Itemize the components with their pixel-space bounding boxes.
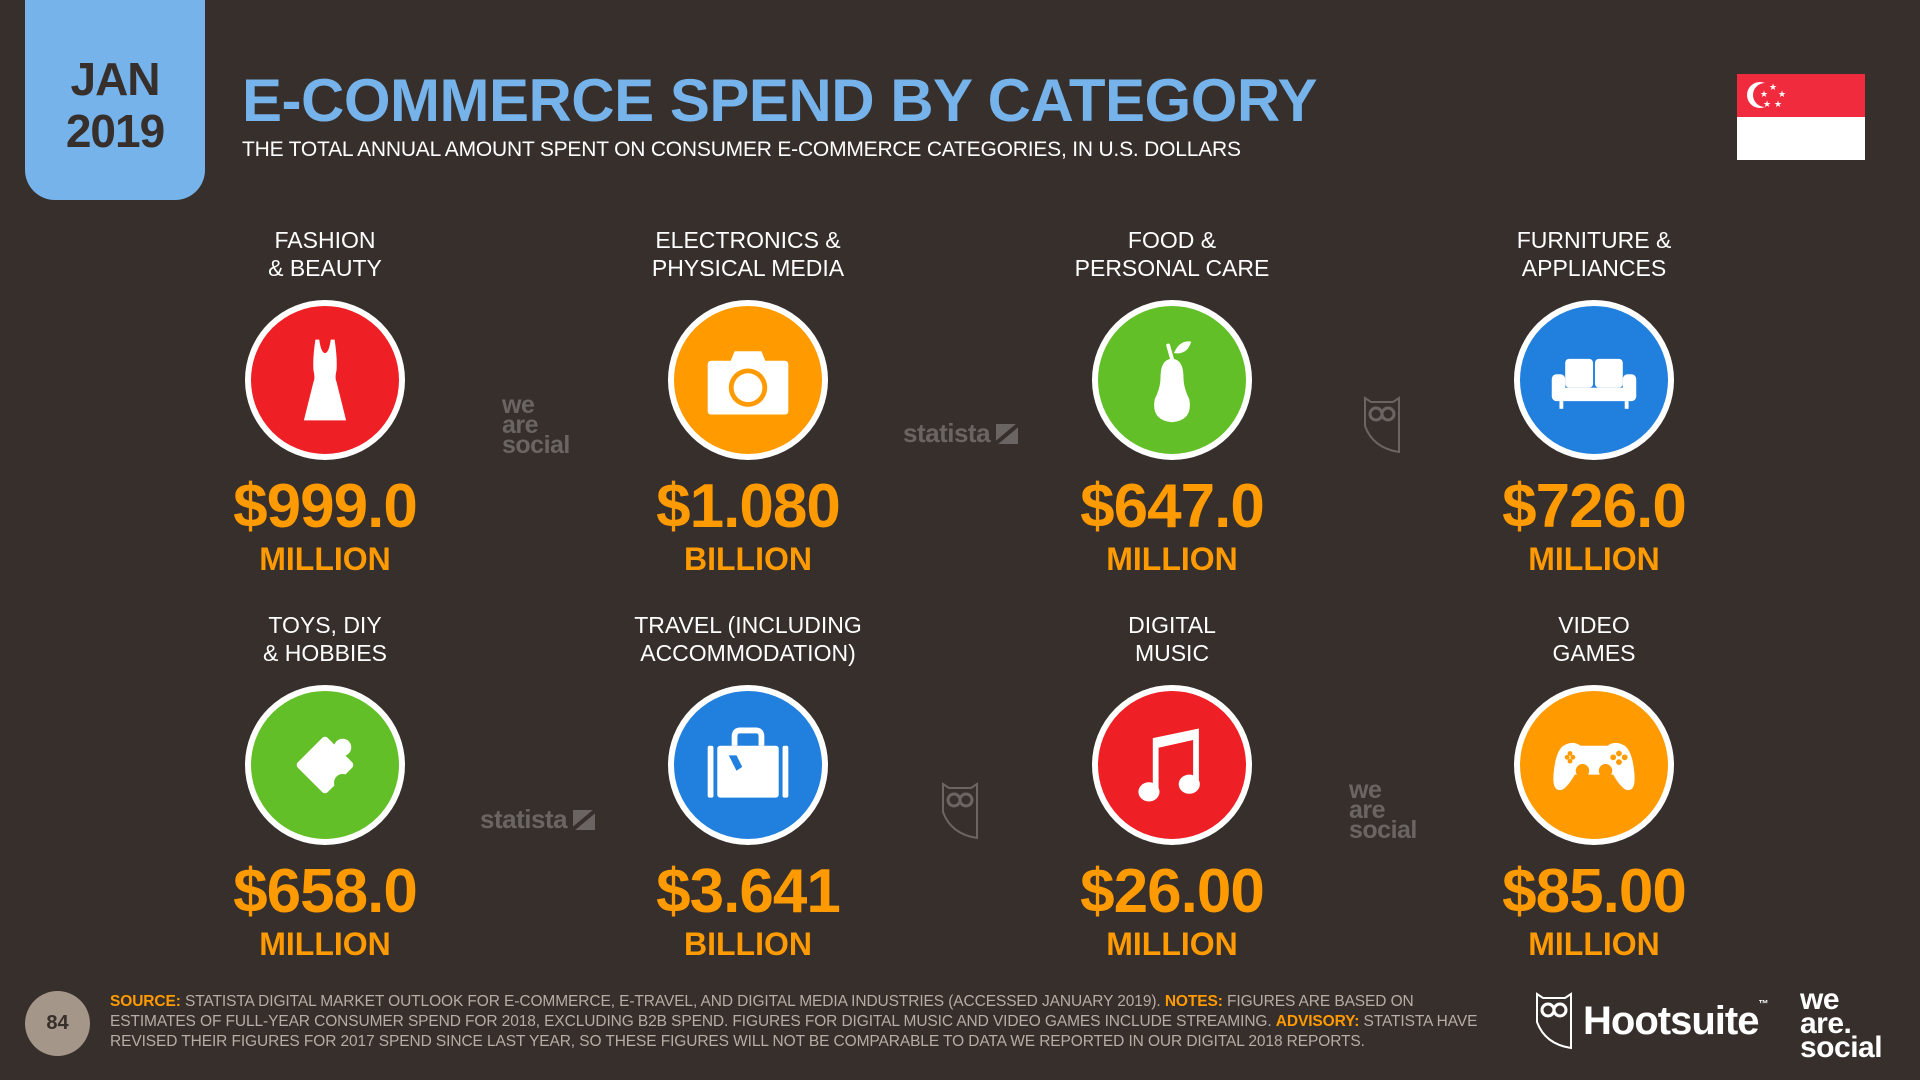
category-unit: MILLION: [1106, 926, 1238, 962]
category-furniture-appliances: FURNITURE & APPLIANCES $726.0 MILLION: [1394, 226, 1794, 576]
category-digital-music: DIGITAL MUSIC $26.00 MILLION: [972, 611, 1372, 961]
page-number: 84: [25, 991, 90, 1056]
category-toys-diy-hobbies: TOYS, DIY & HOBBIES $658.0 MILLION: [125, 611, 525, 961]
category-label: VIDEO GAMES: [1552, 612, 1636, 666]
category-unit: MILLION: [259, 926, 391, 962]
category-value: $85.00: [1502, 857, 1687, 926]
category-label: DIGITAL MUSIC: [1128, 612, 1216, 666]
category-video-games: VIDEO GAMES $85.00 MILLION: [1394, 611, 1794, 961]
suitcase-icon: [668, 685, 828, 845]
category-electronics: ELECTRONICS & PHYSICAL MEDIA $1.080 BILLI…: [548, 226, 948, 576]
singapore-flag-icon: ★ ★ ★ ★ ★: [1737, 74, 1865, 160]
page-title: E-COMMERCE SPEND BY CATEGORY: [242, 67, 1318, 134]
category-travel: TRAVEL (INCLUDING ACCOMMODATION) $3.641 B…: [548, 611, 948, 961]
category-food-personal-care: FOOD & PERSONAL CARE $647.0 MILLION: [972, 226, 1372, 576]
hootsuite-logo: Hootsuite™: [1535, 992, 1768, 1050]
category-label: FURNITURE & APPLIANCES: [1516, 227, 1672, 281]
dress-icon: [245, 300, 405, 460]
music-note-icon: [1092, 685, 1252, 845]
gamepad-icon: [1514, 685, 1674, 845]
we-are-social-watermark: we are social: [502, 391, 570, 459]
puzzle-piece-icon: [245, 685, 405, 845]
hootsuite-owl-watermark-icon: [942, 782, 978, 840]
svg-text:★: ★: [1763, 100, 1771, 110]
category-label: FASHION & BEAUTY: [268, 227, 382, 281]
category-label: ELECTRONICS & PHYSICAL MEDIA: [651, 227, 845, 281]
pear-icon: [1092, 300, 1252, 460]
camera-icon: [668, 300, 828, 460]
statista-logo-icon: [573, 809, 596, 830]
statista-watermark: statista: [480, 804, 596, 835]
we-are-social-watermark: we are social: [1349, 776, 1417, 844]
sofa-icon: [1514, 300, 1674, 460]
svg-text:★: ★: [1769, 83, 1777, 93]
statista-logo-icon: [996, 423, 1019, 444]
category-unit: MILLION: [1528, 541, 1660, 577]
category-value: $1.080: [656, 472, 841, 541]
category-label: FOOD & PERSONAL CARE: [1074, 227, 1270, 281]
badge-month: JAN: [70, 53, 160, 105]
category-unit: MILLION: [1528, 926, 1660, 962]
svg-text:★: ★: [1778, 90, 1786, 100]
svg-text:★: ★: [1774, 100, 1782, 110]
category-value: $999.0: [233, 472, 418, 541]
badge-year: 2019: [65, 105, 165, 157]
hootsuite-owl-icon: [1536, 992, 1572, 1050]
category-unit: MILLION: [1106, 541, 1238, 577]
page-subtitle: THE TOTAL ANNUAL AMOUNT SPENT ON CONSUME…: [242, 138, 1241, 161]
category-value: $647.0: [1080, 472, 1265, 541]
we-are-social-logo: we are. social: [1800, 983, 1883, 1064]
svg-text:★: ★: [1760, 90, 1768, 100]
category-value: $726.0: [1502, 472, 1687, 541]
source-notes: SOURCE: STATISTA DIGITAL MARKET OUTLOOK …: [110, 993, 1478, 1050]
hootsuite-owl-watermark-icon: [1364, 396, 1400, 454]
category-unit: MILLION: [259, 541, 391, 577]
category-value: $26.00: [1080, 857, 1265, 926]
category-unit: BILLION: [684, 926, 812, 962]
category-label: TOYS, DIY & HOBBIES: [263, 612, 387, 666]
category-fashion-beauty: FASHION & BEAUTY $999.0 MILLION: [125, 226, 525, 576]
date-badge: JAN 2019: [25, 0, 205, 200]
category-label: TRAVEL (INCLUDING ACCOMMODATION): [634, 612, 862, 666]
category-unit: BILLION: [684, 541, 812, 577]
statista-watermark: statista: [903, 418, 1019, 449]
category-value: $3.641: [656, 857, 841, 926]
category-value: $658.0: [233, 857, 418, 926]
